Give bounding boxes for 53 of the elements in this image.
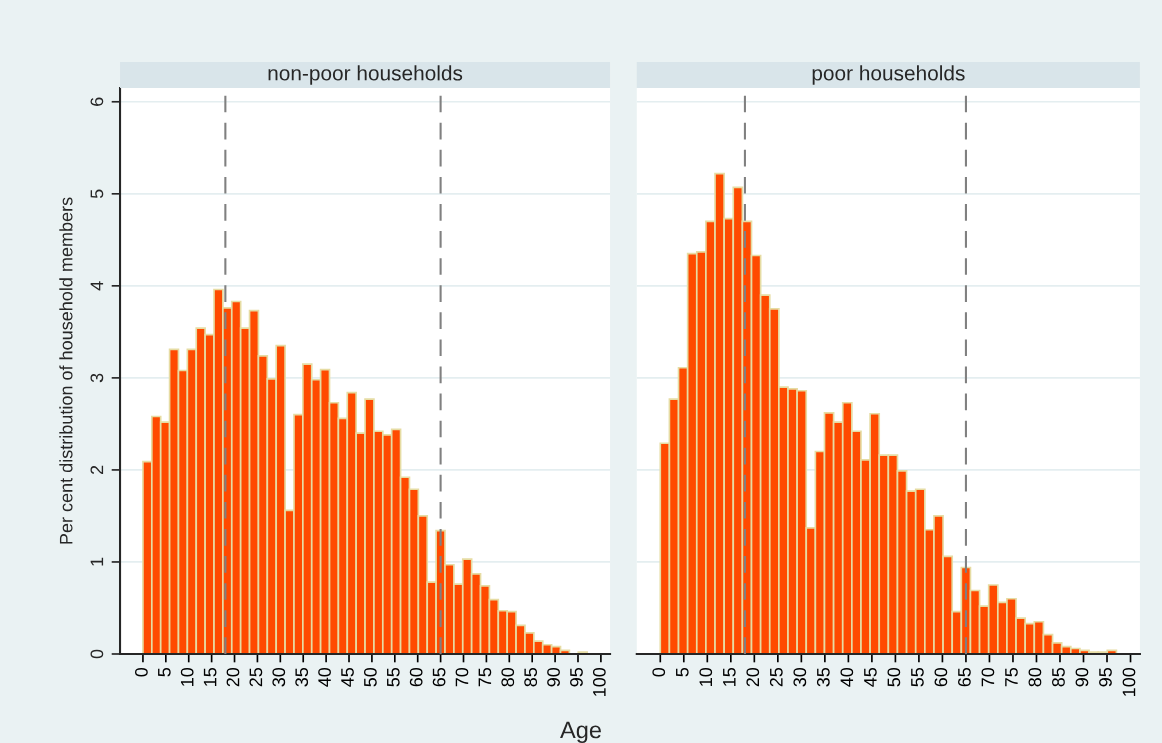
y-tick-label: 5 — [90, 189, 104, 199]
y-tick-label: 6 — [90, 97, 104, 106]
x-tick-label: 75 — [478, 667, 492, 687]
x-tick-label: 0 — [134, 667, 148, 677]
x-tick-label: 15 — [203, 667, 217, 686]
y-tick-label: 0 — [90, 649, 104, 659]
x-tick-label: 35 — [816, 667, 830, 687]
y-axis-title: Per cent distribution of household members — [59, 197, 73, 544]
x-tick-label: 40 — [318, 667, 331, 687]
x-tick-label: 85 — [1052, 667, 1065, 687]
x-tick-label: 30 — [272, 667, 286, 687]
x-tick-label: 80 — [501, 667, 515, 687]
x-tick-label: 65 — [432, 667, 446, 687]
x-tick-label: 20 — [226, 667, 240, 687]
x-tick-label: 55 — [387, 667, 400, 687]
x-tick-label: 25 — [249, 667, 263, 687]
x-tick-label: 40 — [840, 667, 854, 687]
x-tick-label: 0 — [652, 667, 666, 677]
x-tick-label: 10 — [180, 667, 194, 686]
x-tick-label: 15 — [723, 667, 736, 686]
x-tick-label: 30 — [793, 667, 807, 687]
chart-title: non-poor households — [268, 65, 463, 85]
x-tick-label: 45 — [864, 667, 877, 687]
x-tick-label: 75 — [1005, 667, 1018, 687]
x-tick-label: 25 — [769, 667, 783, 687]
x-axis-title: Age — [560, 721, 601, 743]
x-tick-label: 70 — [981, 667, 995, 687]
x-tick-label: 20 — [746, 667, 760, 687]
y-tick-label: 3 — [90, 373, 104, 383]
x-tick-label: 60 — [934, 667, 948, 687]
x-tick-label: 35 — [295, 667, 309, 687]
x-tick-label: 10 — [699, 667, 713, 686]
x-tick-label: 95 — [1099, 667, 1112, 687]
x-tick-label: 80 — [1028, 667, 1042, 687]
x-tick-label: 100 — [1122, 667, 1136, 696]
x-tick-label: 5 — [158, 667, 171, 677]
x-tick-label: 90 — [1075, 667, 1089, 687]
y-tick-label: 1 — [90, 557, 104, 566]
chart-title: poor households — [812, 65, 965, 85]
x-tick-label: 85 — [524, 667, 538, 687]
x-tick-label: 90 — [547, 667, 560, 687]
x-tick-label: 100 — [592, 667, 606, 696]
x-tick-label: 55 — [911, 667, 924, 687]
x-tick-label: 50 — [363, 667, 377, 687]
x-tick-label: 70 — [455, 667, 469, 687]
x-tick-label: 45 — [341, 667, 354, 687]
y-tick-label: 4 — [90, 281, 104, 291]
x-tick-label: 65 — [958, 667, 971, 687]
x-tick-label: 95 — [570, 667, 583, 687]
x-tick-label: 50 — [887, 667, 901, 687]
x-tick-label: 60 — [409, 667, 423, 687]
y-tick-label: 2 — [90, 465, 104, 475]
x-tick-label: 5 — [676, 667, 689, 677]
